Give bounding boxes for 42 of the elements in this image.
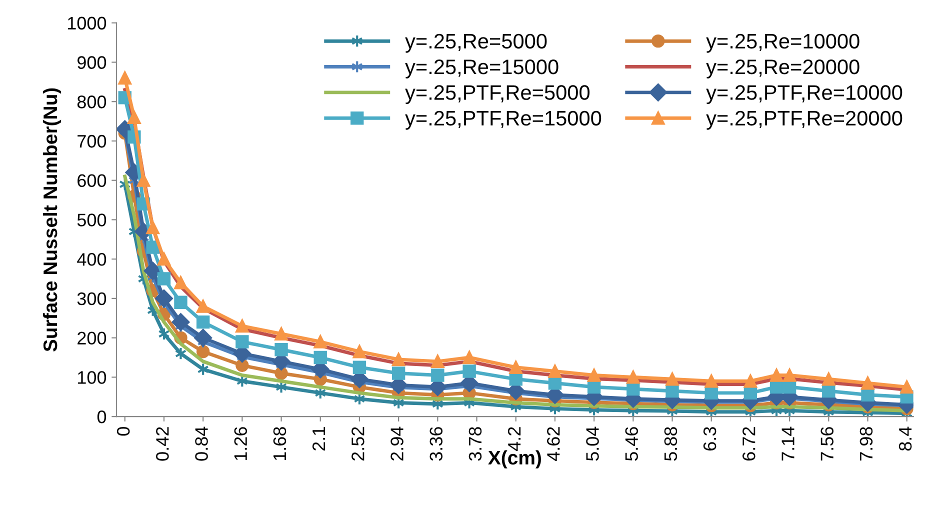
y-tick-label: 600 [78,174,106,188]
x-tick-label: 0.42 [156,427,169,461]
x-tick-label: 5.46 [625,427,638,461]
y-tick-label: 800 [77,96,106,108]
y-tick-label: 100 [78,371,106,384]
y-tick-label: 200 [78,332,106,345]
x-axis-title: X(cm) [488,450,541,468]
x-tick-label: 3.78 [468,427,482,461]
x-tick-label: 6.3 [703,427,716,450]
x-tick-label: 4.62 [547,427,560,462]
x-tick-label: 0 [116,426,130,436]
x-tick-label: 2.94 [390,426,404,461]
x-tick-label: 8.4 [898,426,912,451]
legend-label: y=.25,Re=15000 [405,59,558,78]
y-tick-label: 400 [77,253,106,266]
x-tick-label: 7.14 [782,426,794,460]
x-tick-label: 4.2 [508,427,521,451]
y-axis-title: Surface Nusselt Number(Nu) [42,88,62,352]
x-tick-label: 7.56 [820,427,834,460]
x-tick-label: 6.72 [742,427,756,461]
y-tick-label: 900 [78,56,106,69]
x-tick-label: 3.36 [430,427,443,461]
x-tick-label: 2.52 [352,427,364,461]
legend-label: y=.25,PTF,Re=20000 [706,110,902,130]
x-tick-label: 2.1 [312,427,326,450]
y-tick-label: 700 [78,134,106,148]
legend-label: y=.25,PTF,Re=5000 [405,85,590,104]
x-tick-label: 0.84 [195,426,208,461]
legend-label: y=.25,Re=20000 [706,59,860,78]
x-tick-label: 5.88 [664,427,678,461]
y-tick-label: 1000 [68,16,106,30]
legend-label: y=.25,Re=5000 [405,34,547,53]
y-tick-label: 500 [77,214,106,226]
legend-label: y=.25,PTF,Re=15000 [405,110,602,130]
y-tick-label: 300 [77,292,106,306]
x-tick-label: 7.98 [860,427,873,460]
x-tick-label: 5.04 [586,426,599,461]
x-tick-label: 1.26 [234,427,248,460]
legend-label: y=.25,PTF,Re=10000 [706,85,902,104]
legend-label: y=.25,Re=10000 [706,34,860,53]
x-tick-label: 1.68 [273,427,286,460]
y-tick-label: 0 [97,410,106,424]
